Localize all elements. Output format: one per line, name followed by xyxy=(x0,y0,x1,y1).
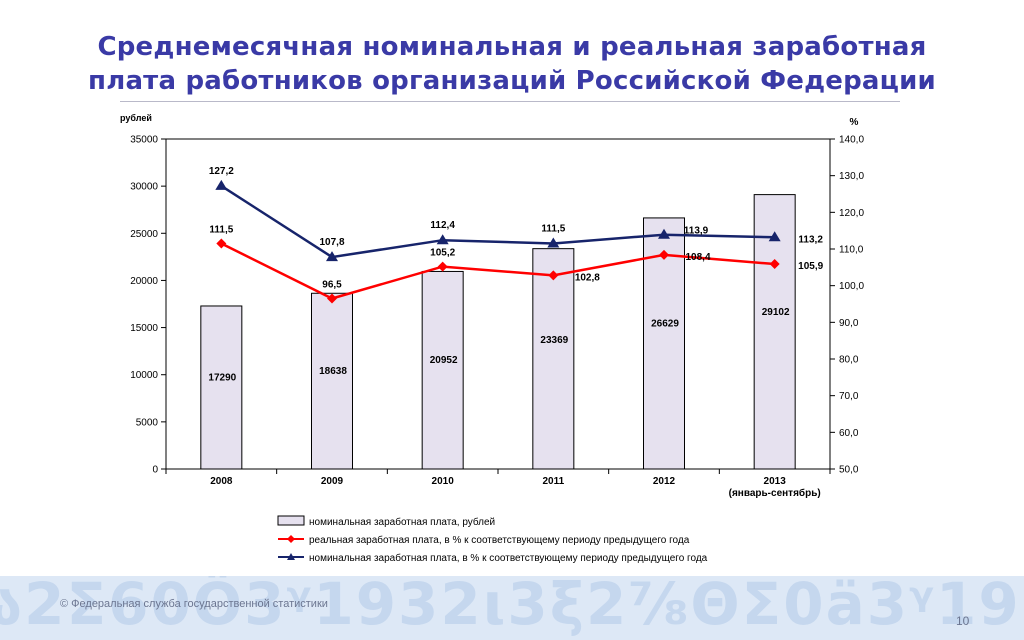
triangle-marker xyxy=(436,234,449,245)
legend-entry-label: номинальная заработная плата, в % к соот… xyxy=(309,552,708,564)
x-tick-label: 2011 xyxy=(542,476,564,487)
x-tick-label: 2013 xyxy=(764,476,787,487)
legend-swatch-bar xyxy=(277,515,305,526)
line-value-label: 96,5 xyxy=(322,280,342,291)
diamond-marker xyxy=(437,261,448,272)
line-value-label: 105,9 xyxy=(798,261,823,272)
decorative-digits-pattern: ა2Σ60Ö3ᵞ1932ι3ξ2⅞ΘΣ0ä3ᵞ193ι3ξ2 xyxy=(0,576,1024,638)
plot-area-frame xyxy=(165,138,831,470)
triangle-marker xyxy=(768,231,781,242)
y-left-tick-label: 0 xyxy=(152,465,158,476)
x-tick-label: 2012 xyxy=(653,476,676,487)
diamond-marker xyxy=(769,259,780,270)
slide-title: Среднемесячная номинальная и реальная за… xyxy=(40,30,984,98)
series-line xyxy=(220,242,775,300)
bar-value-label: 20952 xyxy=(430,355,458,366)
line-value-label: 108,4 xyxy=(685,252,710,263)
y-right-tick-label: 70,0 xyxy=(839,391,859,402)
line-value-label: 102,8 xyxy=(575,272,600,283)
diamond-marker xyxy=(659,249,669,260)
bar xyxy=(532,248,575,470)
line-value-label: 111,5 xyxy=(209,225,233,236)
y-left-tick-label: 25000 xyxy=(130,229,158,240)
bar-value-label: 26629 xyxy=(651,318,679,329)
wage-chart: рублей % 0 5000 10000 15000 20000 25000 30000 350… xyxy=(120,113,864,564)
triangle-marker xyxy=(326,251,338,262)
triangle-marker xyxy=(658,228,670,239)
y-right-tick-label: 130,0 xyxy=(839,171,864,182)
slide-title-line-1: Среднемесячная номинальная и реальная за… xyxy=(97,32,927,62)
bar-value-label: 17290 xyxy=(208,372,236,383)
x-tick-sublabel: (январь-сентябрь) xyxy=(729,487,821,499)
legend-entry-label: реальная заработная плата, в % к соответ… xyxy=(309,534,690,546)
triangle-marker xyxy=(547,237,560,248)
y-left-tick-label: 10000 xyxy=(130,370,158,381)
series-line xyxy=(220,184,775,259)
y-right-tick-label: 120,0 xyxy=(839,208,864,219)
y-right-axis-label: % xyxy=(850,117,859,128)
bar xyxy=(200,305,243,470)
y-left-tick-label: 5000 xyxy=(136,417,159,428)
x-tick-label: 2009 xyxy=(321,476,344,487)
y-left-tick-label: 20000 xyxy=(130,276,158,287)
line-value-label: 107,8 xyxy=(319,237,344,248)
y-left-tick-label: 30000 xyxy=(130,182,158,193)
y-right-tick-label: 110,0 xyxy=(839,245,864,256)
y-left-axis-label: рублей xyxy=(120,113,152,123)
x-tick-label: 2010 xyxy=(432,476,455,487)
line-value-label: 111,5 xyxy=(541,224,565,235)
line-value-label: 113,2 xyxy=(798,234,823,245)
bar-value-label: 29102 xyxy=(762,307,790,318)
y-right-tick-label: 100,0 xyxy=(839,281,864,292)
triangle-marker xyxy=(215,179,228,190)
y-right-tick-label: 90,0 xyxy=(839,318,859,329)
bar xyxy=(421,270,464,470)
legend-triangle-marker xyxy=(287,553,295,560)
footer-decoration: ა2Σ60Ö3ᵞ1932ι3ξ2⅞ΘΣ0ä3ᵞ193ι3ξ2 xyxy=(0,576,1024,640)
slide-title-line-2: плата работников организаций Российской … xyxy=(88,66,936,96)
copyright-notice: © Федеральная служба государственной ста… xyxy=(60,598,328,610)
y-left-tick-label: 35000 xyxy=(130,135,158,146)
line-value-label: 105,2 xyxy=(430,248,455,259)
line-value-label: 127,2 xyxy=(209,166,234,177)
diamond-marker xyxy=(548,270,559,281)
diamond-marker xyxy=(216,238,227,249)
y-right-tick-label: 140,0 xyxy=(839,135,864,146)
y-right-tick-label: 50,0 xyxy=(839,465,859,476)
x-tick-label: 2008 xyxy=(210,476,233,487)
y-right-tick-label: 80,0 xyxy=(839,355,859,366)
line-value-label: 112,4 xyxy=(430,220,455,231)
legend-diamond-marker xyxy=(287,535,295,543)
title-divider xyxy=(120,101,900,102)
diamond-marker xyxy=(327,293,337,304)
bar xyxy=(311,292,353,470)
legend-entry-label: номинальная заработная плата, рублей xyxy=(309,516,495,528)
page-number: 10 xyxy=(956,614,970,628)
bar-value-label: 18638 xyxy=(319,366,347,377)
line-value-label: 113,9 xyxy=(684,226,709,237)
y-left-tick-label: 15000 xyxy=(130,323,158,334)
bar-value-label: 23369 xyxy=(540,335,568,346)
y-right-tick-label: 60,0 xyxy=(839,428,859,439)
